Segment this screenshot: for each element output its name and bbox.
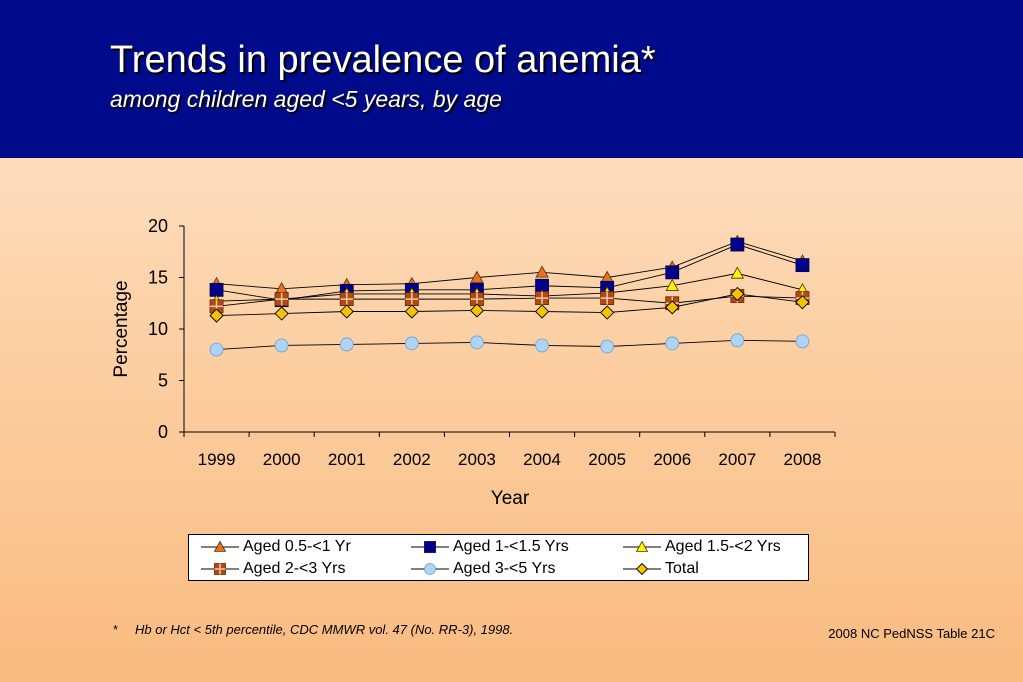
data-point [730,266,745,279]
legend-label: Aged 1-<1.5 Yrs [453,538,569,555]
x-axis-label: Year [491,488,530,509]
series-2 [209,266,810,307]
legend-marker [424,563,436,575]
x-tick-label: 2002 [393,450,431,469]
legend-swatch [623,540,661,552]
legend-swatch [201,563,239,575]
legend-swatch [411,541,449,553]
series-5 [209,286,810,323]
data-point [600,305,615,320]
data-point [274,306,289,321]
legend-label: Total [665,560,699,577]
series-line [216,272,803,302]
legend-item: Aged 2-<3 Yrs [201,559,345,579]
slide-title: Trends in prevalence of anemia* [110,39,656,81]
x-tick-label: 2003 [458,450,496,469]
legend-marker [214,563,226,575]
legend-item: Aged 1.5-<2 Yrs [623,537,781,557]
legend-marker [635,540,649,552]
legend-label: Aged 2-<3 Yrs [243,560,346,577]
data-point [665,336,680,351]
data-point [535,291,549,306]
series-line [216,240,803,290]
series-line [216,295,803,307]
x-tick-label: 1999 [198,450,236,469]
legend-item: Aged 3-<5 Yrs [411,559,555,579]
data-point [534,304,550,319]
legend-item: Aged 0.5-<1 Yr [201,537,351,557]
data-point [274,292,289,307]
data-point [730,333,745,348]
y-tick-label: 20 [148,216,168,236]
slide-header: Trends in prevalence of anemia* among ch… [0,0,1023,158]
data-point [535,265,549,278]
data-point [600,291,615,306]
footnote-text: Hb or Hct < 5th percentile, CDC MMWR vol… [135,622,514,637]
data-point [339,337,354,352]
slide-subtitle: among children aged <5 years, by age [110,86,502,112]
data-point [665,278,679,291]
data-point [469,303,485,318]
footnote-marker: * [113,622,119,637]
footnote: * Hb or Hct < 5th percentile, CDC MMWR vo… [113,622,513,637]
y-axis-label: Percentage [111,280,132,377]
data-point [795,334,810,349]
data-point [274,338,289,353]
x-tick-label: 2007 [718,450,756,469]
legend-item: Aged 1-<1.5 Yrs [411,537,569,557]
x-tick-label: 2004 [523,450,561,469]
y-tick-label: 0 [158,422,168,442]
data-point [404,292,419,307]
y-tick-label: 5 [158,371,168,391]
legend-swatch [201,540,239,552]
series-4 [209,333,810,357]
series-0 [209,234,810,295]
data-point [535,338,549,353]
series-line [216,244,803,301]
data-point [339,292,354,307]
data-point [470,270,484,283]
legend-marker [424,541,436,553]
series-line [216,293,803,317]
data-point [730,237,745,252]
legend-swatch [623,562,661,576]
data-point [795,258,810,273]
x-tick-label: 2006 [653,450,691,469]
data-point [470,292,484,307]
chart-axes: 0 5 10 15 20 1999 2000 2001 2002 2003 2004 2005 2006… [148,216,836,469]
data-point [600,339,615,354]
data-point [795,295,810,310]
data-point [404,304,419,319]
data-point [209,342,224,357]
data-point [730,286,745,302]
legend-item: Total [623,559,699,579]
legend-label: Aged 1.5-<2 Yrs [665,538,781,555]
source-citation: 2008 NC PedNSS Table 21C [828,626,995,641]
x-tick-label: 2005 [588,450,626,469]
legend-label: Aged 3-<5 Yrs [453,560,556,577]
data-point [339,304,354,319]
x-tick-label: 2001 [328,450,366,469]
series-line [216,339,803,351]
legend-swatch [411,563,449,575]
chart-series [209,234,810,357]
data-point [209,308,224,323]
x-tick-label: 2008 [784,450,822,469]
data-point [665,300,680,315]
data-point [470,335,484,350]
data-point [404,336,419,351]
legend-label: Aged 0.5-<1 Yr [243,538,351,555]
series-3 [209,289,810,314]
data-point [665,265,680,280]
line-chart: 0 5 10 15 20 1999 2000 2001 2002 2003 2004 2005 2006… [111,216,836,509]
chart-legend: Aged 0.5-<1 Yr Aged 1-<1.5 Yrs Aged 1.5-<2… [188,534,809,581]
y-tick-label: 15 [148,268,168,288]
y-tick-label: 10 [148,319,168,339]
x-tick-label: 2000 [263,450,301,469]
legend-marker [213,540,227,552]
legend-marker [635,562,649,576]
